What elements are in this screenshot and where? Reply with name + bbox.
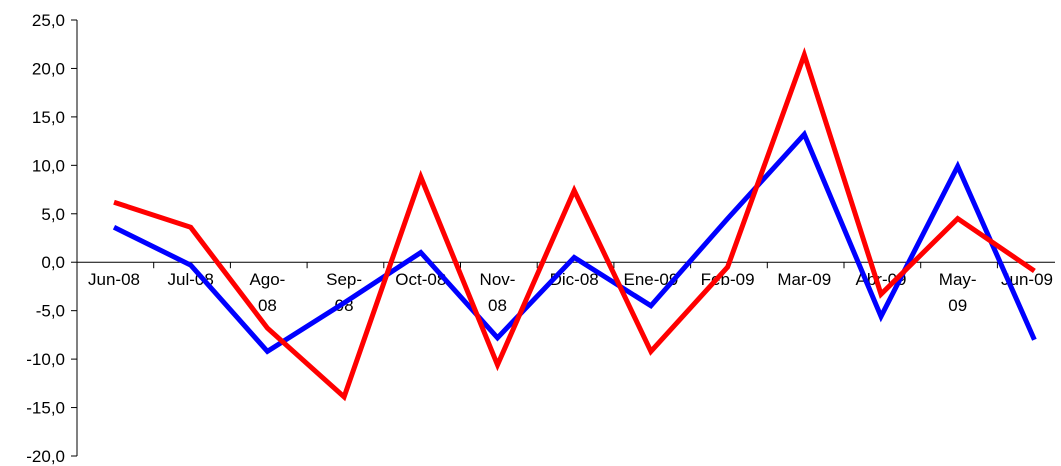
- y-tick-label: 5,0: [41, 205, 65, 224]
- y-tick-label: 20,0: [32, 59, 65, 78]
- x-tick-label: Jun-08: [88, 270, 140, 289]
- x-tick-label: Oct-08: [395, 270, 446, 289]
- y-tick-label: -15,0: [26, 399, 65, 418]
- series-line-2: [113, 47, 1036, 402]
- y-tick-label: 25,0: [32, 11, 65, 30]
- series-lines: [112, 47, 1037, 402]
- x-tick-label: May-09: [939, 270, 977, 315]
- y-tick-label: -10,0: [26, 350, 65, 369]
- x-tick-label: Jun-09: [1001, 270, 1053, 289]
- y-tick-label: 10,0: [32, 156, 65, 175]
- series-line-1: [112, 129, 1037, 355]
- x-tick-label: Ago-08: [249, 270, 285, 315]
- y-axis: 25,0 20,0 15,0 10,0 5,0 0,0 -5,0 -10,0 -15,0 -20,…: [26, 11, 78, 466]
- y-tick-label: -20,0: [26, 447, 65, 466]
- x-tick-label: Dic-08: [550, 270, 599, 289]
- y-tick-label: 0,0: [41, 253, 65, 272]
- x-tick-label: Mar-09: [777, 270, 831, 289]
- y-tick-label: -5,0: [36, 302, 65, 321]
- y-tick-label: 15,0: [32, 108, 65, 127]
- x-tick-label: Ene-09: [623, 270, 678, 289]
- x-tick-label: Nov-08: [480, 270, 516, 315]
